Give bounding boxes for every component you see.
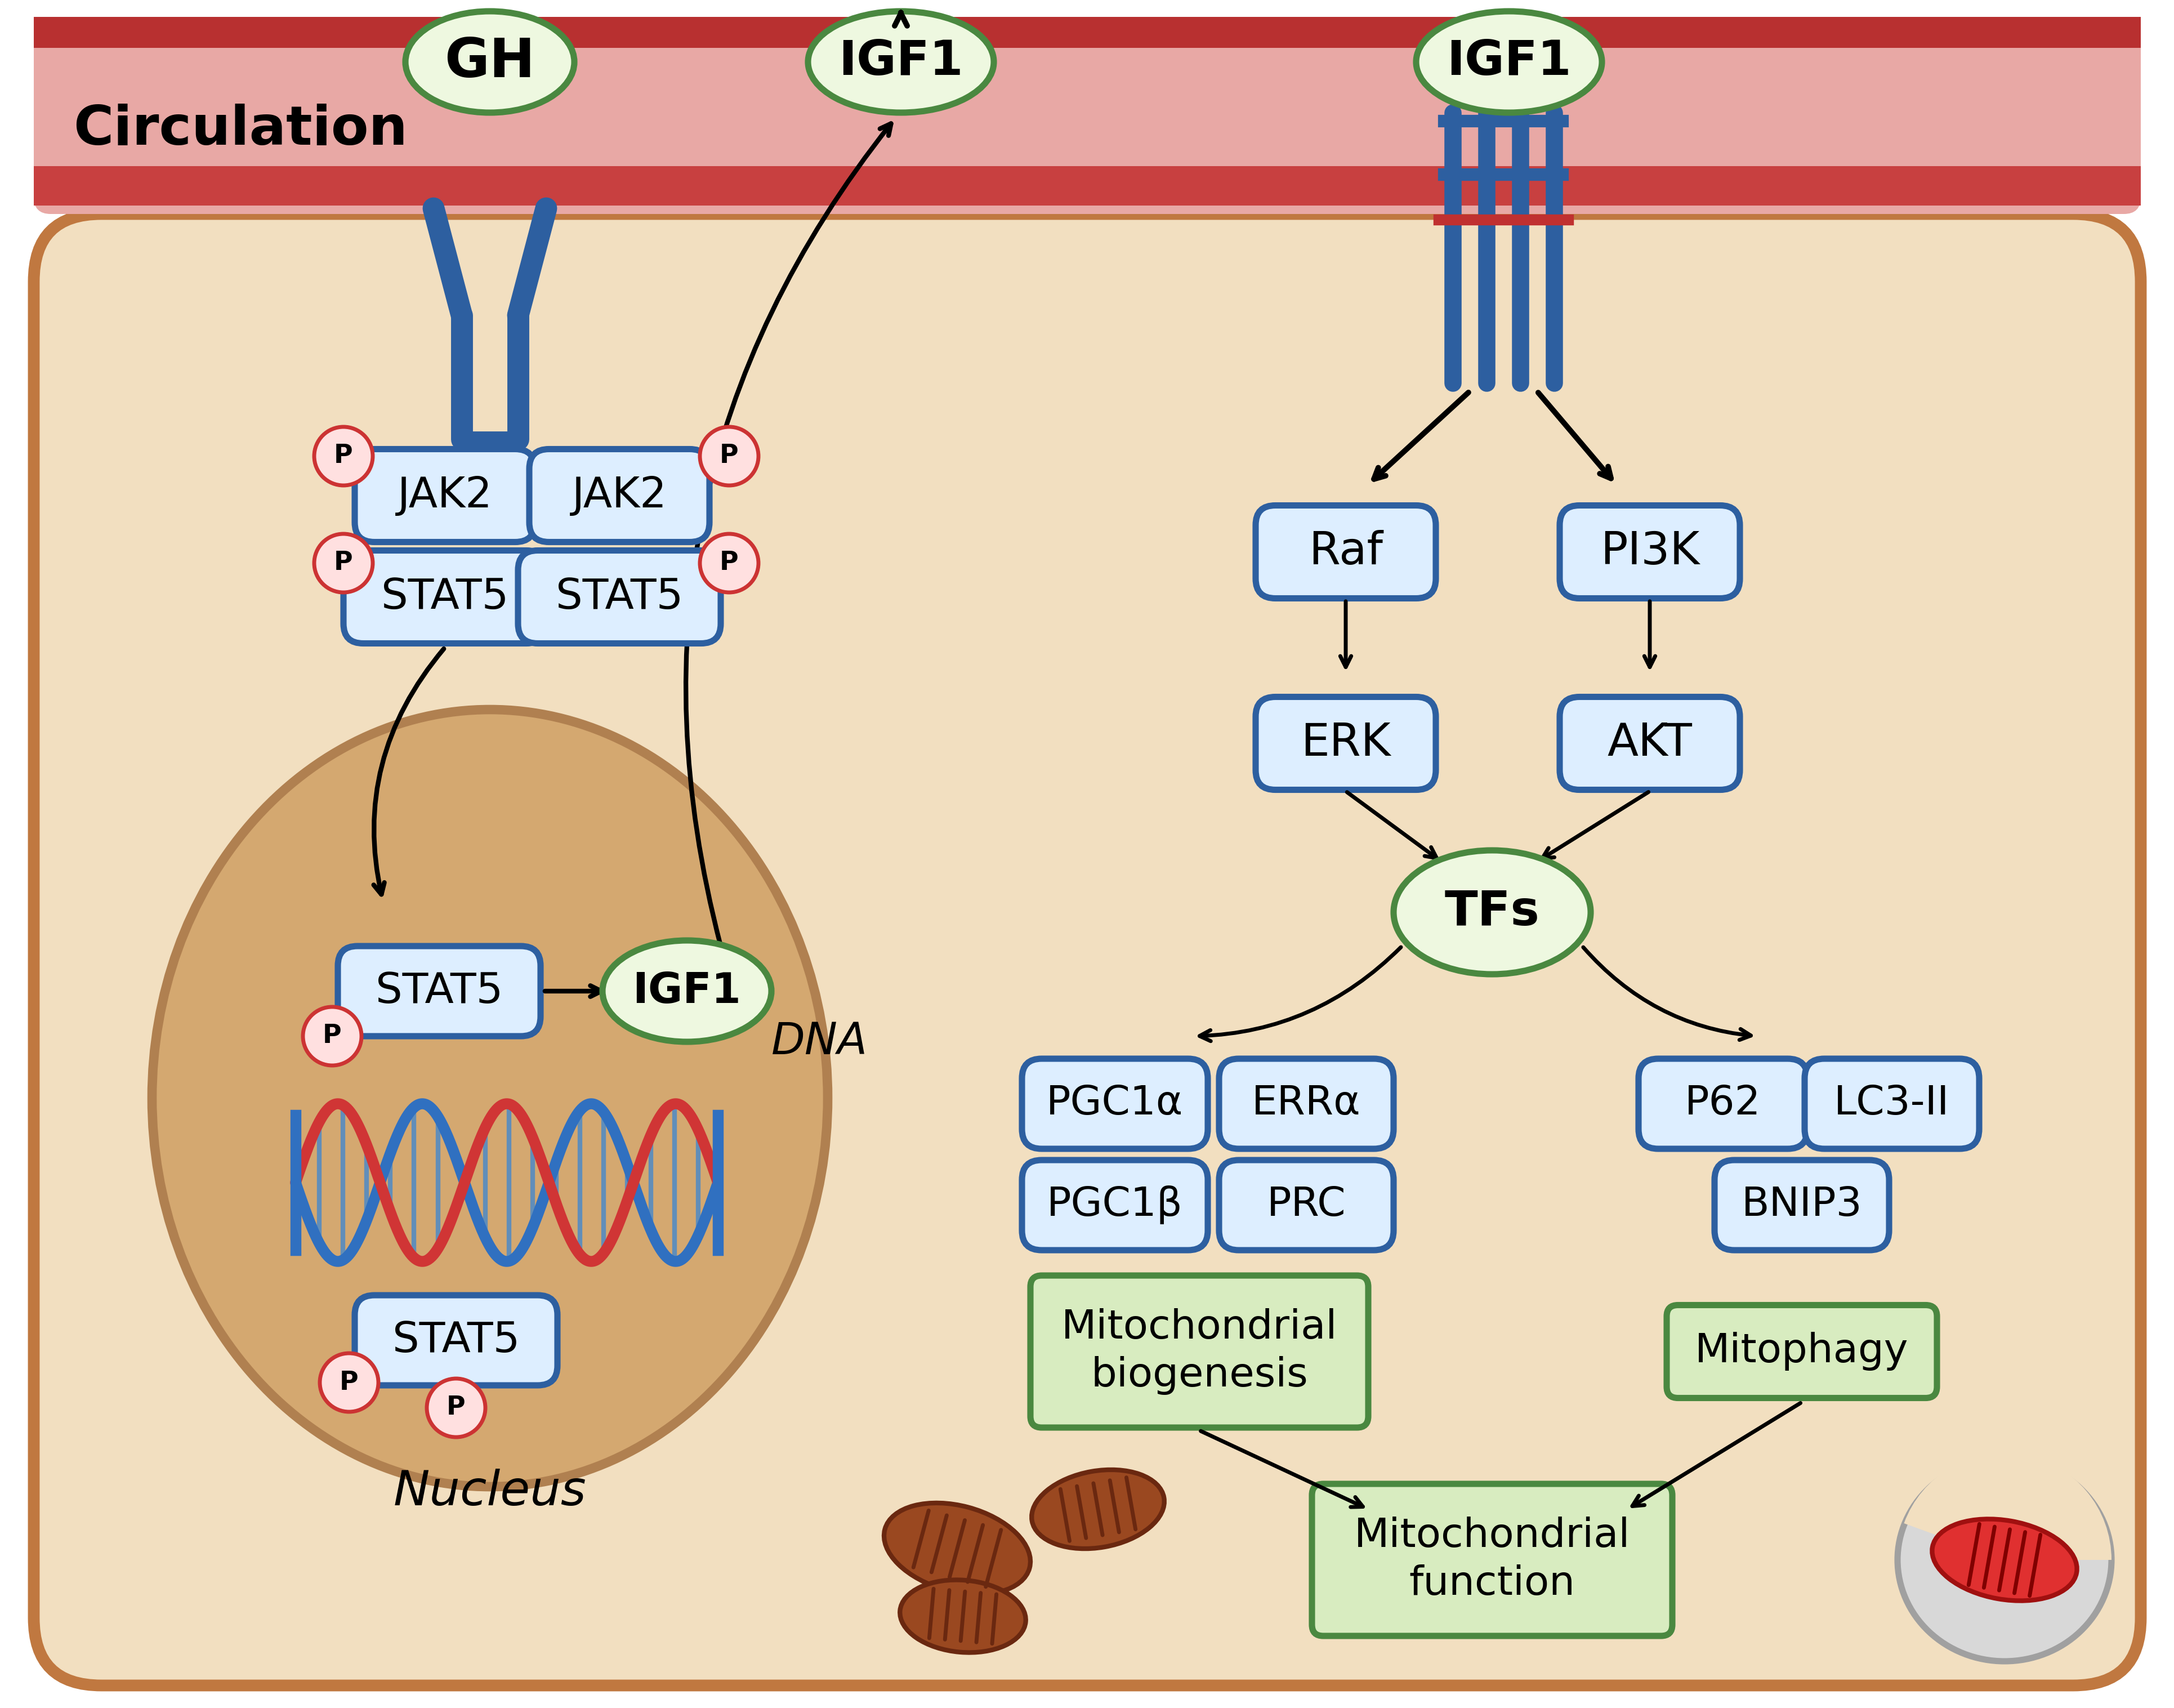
Text: PI3K: PI3K: [1600, 529, 1700, 574]
Text: BNIP3: BNIP3: [1741, 1185, 1861, 1225]
FancyBboxPatch shape: [1022, 1059, 1207, 1149]
Ellipse shape: [602, 941, 772, 1042]
Text: P: P: [339, 1370, 359, 1395]
Text: P: P: [446, 1395, 465, 1421]
Text: PRC: PRC: [1267, 1185, 1346, 1225]
FancyBboxPatch shape: [1254, 506, 1435, 598]
Text: PGC1β: PGC1β: [1046, 1185, 1183, 1225]
Text: PGC1α: PGC1α: [1046, 1085, 1183, 1124]
Text: IGF1: IGF1: [1446, 39, 1572, 85]
Bar: [35, 166, 2139, 205]
FancyBboxPatch shape: [517, 550, 720, 644]
Ellipse shape: [1394, 851, 1589, 974]
FancyBboxPatch shape: [1559, 506, 1739, 598]
FancyBboxPatch shape: [1713, 1160, 1889, 1250]
Text: P: P: [322, 1023, 341, 1049]
Circle shape: [320, 1353, 378, 1413]
FancyBboxPatch shape: [1559, 697, 1739, 789]
Ellipse shape: [809, 12, 994, 113]
Ellipse shape: [1933, 1518, 2076, 1600]
Text: Mitophagy: Mitophagy: [1694, 1332, 1909, 1372]
Text: Mitochondrial
biogenesis: Mitochondrial biogenesis: [1061, 1308, 1337, 1395]
Text: IGF1: IGF1: [839, 39, 963, 85]
Ellipse shape: [1415, 12, 1602, 113]
Text: JAK2: JAK2: [572, 475, 667, 516]
FancyBboxPatch shape: [1220, 1160, 1394, 1250]
Ellipse shape: [885, 1503, 1030, 1594]
Circle shape: [313, 427, 372, 485]
FancyBboxPatch shape: [35, 17, 2139, 214]
Text: STAT5: STAT5: [391, 1320, 520, 1361]
FancyBboxPatch shape: [1254, 697, 1435, 789]
Ellipse shape: [152, 709, 828, 1486]
FancyBboxPatch shape: [1311, 1484, 1672, 1636]
Text: JAK2: JAK2: [398, 475, 491, 516]
Circle shape: [426, 1378, 485, 1436]
Ellipse shape: [1898, 1459, 2111, 1662]
Text: DNA: DNA: [772, 1020, 867, 1062]
Ellipse shape: [900, 1580, 1026, 1653]
Text: ERK: ERK: [1300, 721, 1391, 765]
FancyBboxPatch shape: [1665, 1305, 1937, 1397]
Text: GH: GH: [443, 36, 535, 89]
FancyBboxPatch shape: [1220, 1059, 1394, 1149]
Ellipse shape: [1030, 1471, 1163, 1549]
Text: STAT5: STAT5: [380, 576, 509, 618]
FancyBboxPatch shape: [354, 449, 535, 541]
Text: STAT5: STAT5: [557, 576, 683, 618]
Bar: [35, 17, 2139, 48]
Text: P: P: [335, 550, 352, 576]
FancyBboxPatch shape: [1030, 1276, 1367, 1428]
Text: P: P: [335, 444, 352, 468]
FancyBboxPatch shape: [35, 214, 2139, 1686]
Text: P: P: [720, 550, 739, 576]
Text: P: P: [720, 444, 739, 468]
Text: ERRα: ERRα: [1252, 1085, 1361, 1124]
Ellipse shape: [404, 12, 574, 113]
FancyBboxPatch shape: [337, 946, 541, 1037]
Text: P62: P62: [1685, 1085, 1761, 1124]
FancyBboxPatch shape: [1804, 1059, 1978, 1149]
Text: STAT5: STAT5: [376, 970, 502, 1011]
FancyBboxPatch shape: [354, 1295, 557, 1385]
Wedge shape: [1904, 1454, 2111, 1559]
FancyBboxPatch shape: [528, 449, 709, 541]
Text: IGF1: IGF1: [633, 970, 741, 1011]
Circle shape: [700, 535, 759, 593]
FancyBboxPatch shape: [1637, 1059, 1807, 1149]
Text: AKT: AKT: [1607, 721, 1691, 765]
Text: Raf: Raf: [1309, 529, 1383, 574]
Circle shape: [302, 1008, 361, 1066]
Text: TFs: TFs: [1444, 888, 1539, 936]
Text: Circulation: Circulation: [74, 104, 407, 155]
Text: LC3-II: LC3-II: [1833, 1085, 1950, 1124]
Circle shape: [313, 535, 372, 593]
Circle shape: [700, 427, 759, 485]
Text: Mitochondrial
function: Mitochondrial function: [1354, 1517, 1631, 1604]
FancyBboxPatch shape: [1022, 1160, 1207, 1250]
Text: Nucleus: Nucleus: [393, 1469, 587, 1515]
FancyBboxPatch shape: [343, 550, 546, 644]
